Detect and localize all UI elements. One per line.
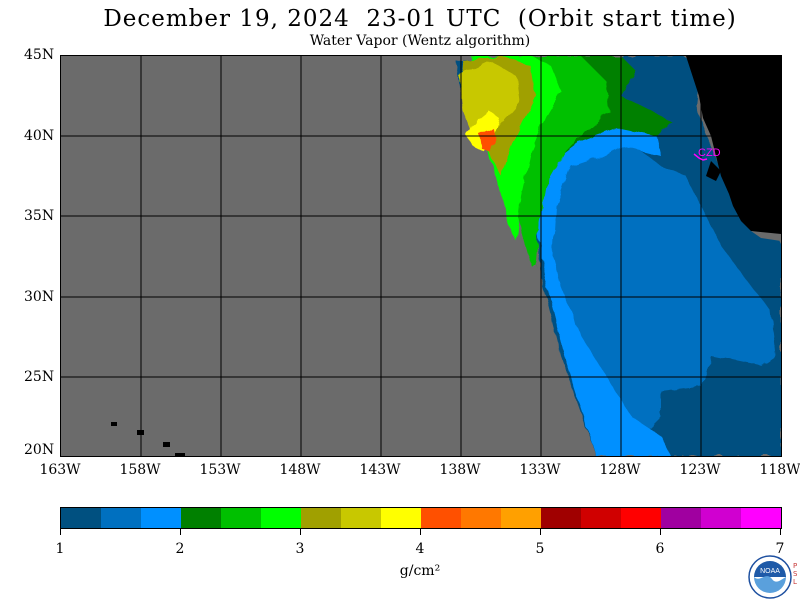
colorbar-swatch-8: [381, 508, 421, 528]
colorbar-tick-6: [660, 528, 661, 535]
map-subtitle: Water Vapor (Wentz algorithm): [309, 33, 531, 49]
station-marker: [693, 153, 708, 161]
lon-label-153W: 153W: [199, 462, 241, 478]
colorbar-swatch-7: [341, 508, 381, 528]
lat-label-30N: 30N: [24, 289, 55, 305]
lat-label-25N: 25N: [24, 369, 55, 385]
lon-label-118W: 118W: [759, 462, 800, 478]
vapor-band-3-7: [459, 61, 519, 141]
logo-sky: [754, 561, 786, 577]
lon-label-148W: 148W: [279, 462, 321, 478]
logo-text: NOAA: [760, 568, 780, 575]
colorbar-swatch-11: [501, 508, 541, 528]
colorbar-swatch-2: [141, 508, 181, 528]
colorbar-swatch-13: [581, 508, 621, 528]
graticule: [61, 56, 781, 456]
station-czd: CZD: [693, 147, 721, 161]
land: [686, 56, 781, 236]
lon-label-128W: 128W: [599, 462, 641, 478]
colorbar-tick-5: [540, 528, 541, 535]
colorbar-swatch-6: [301, 508, 341, 528]
water-vapor-map: CZD: [60, 55, 782, 457]
logo-wave: [754, 576, 786, 593]
station-label: CZD: [698, 147, 721, 159]
colorbar-swatch-16: [701, 508, 741, 528]
colorbar-label-2: 2: [175, 541, 185, 557]
colorbar-tick-2: [180, 528, 181, 535]
colorbar-label-6: 6: [655, 541, 665, 557]
colorbar-swatch-5: [261, 508, 301, 528]
colorbar-label-3: 3: [295, 541, 305, 557]
colorbar-swatch-0: [61, 508, 101, 528]
island-kauai: [111, 422, 117, 426]
colorbar-tick-3: [300, 528, 301, 535]
colorbar-swatch-14: [621, 508, 661, 528]
colorbar-swatch-17: [741, 508, 781, 528]
lon-label-138W: 138W: [439, 462, 481, 478]
noaa-logo: NOAA: [748, 555, 792, 599]
island-hawaii: [175, 453, 185, 456]
vapor-band-4-4: [479, 128, 497, 151]
colorbar-label-5: 5: [535, 541, 545, 557]
lat-label-35N: 35N: [24, 208, 55, 224]
lon-label-158W: 158W: [119, 462, 161, 478]
colorbar-tick-7: [780, 528, 781, 535]
vapor-band-1-8: [516, 128, 671, 456]
colorbar-swatch-3: [181, 508, 221, 528]
map-title: December 19, 2024 23-01 UTC (Orbit start…: [103, 6, 737, 32]
colorbar-swatch-12: [541, 508, 581, 528]
lon-label-143W: 143W: [359, 462, 401, 478]
vapor-field: [456, 56, 781, 456]
lon-label-123W: 123W: [679, 462, 721, 478]
lon-label-163W: 163W: [39, 462, 81, 478]
colorbar-swatch-10: [461, 508, 501, 528]
colorbar-label-7: 7: [775, 541, 785, 557]
colorbar: [60, 507, 782, 529]
lat-label-20N: 20N: [24, 442, 55, 458]
map-canvas: CZD: [61, 56, 781, 456]
colorbar-tick-1: [60, 528, 61, 535]
colorbar-label-4: 4: [415, 541, 425, 557]
lat-label-40N: 40N: [24, 128, 55, 144]
island-maui: [163, 442, 170, 447]
colorbar-swatch-15: [661, 508, 701, 528]
colorbar-swatch-4: [221, 508, 261, 528]
colorbar-swatch-9: [421, 508, 461, 528]
lon-label-133W: 133W: [519, 462, 561, 478]
colorbar-label-1: 1: [55, 541, 65, 557]
coastline-detail: [706, 161, 721, 181]
lat-label-45N: 45N: [24, 47, 55, 63]
colorbar-swatch-1: [101, 508, 141, 528]
colorbar-units: g/cm²: [399, 563, 441, 579]
vapor-band-4-0: [467, 111, 499, 151]
colorbar-tick-4: [420, 528, 421, 535]
shelf-edge: [751, 231, 781, 241]
